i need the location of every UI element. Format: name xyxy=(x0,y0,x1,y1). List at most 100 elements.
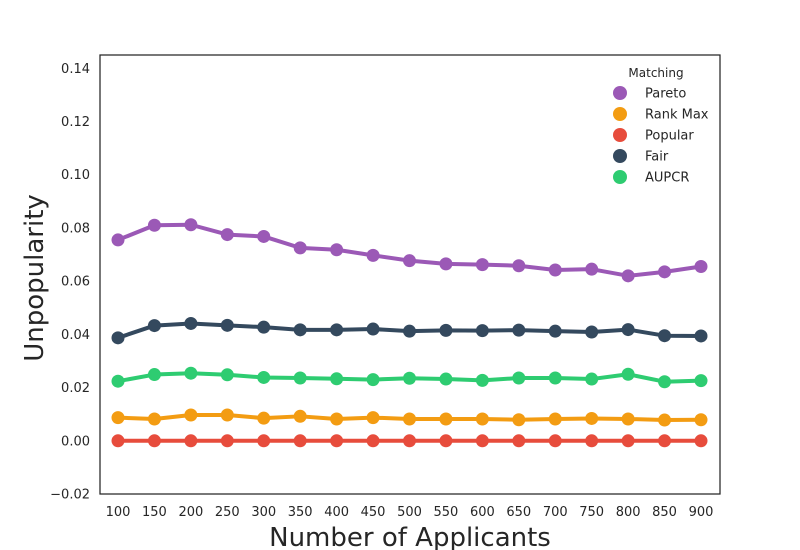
x-axis: 100 150 200 250 300 350 400 450 500 550 600 650 700 7… xyxy=(106,505,714,520)
x-tick-label: 500 xyxy=(397,505,422,520)
data-point xyxy=(621,412,635,426)
data-point xyxy=(658,375,672,389)
data-point xyxy=(512,434,526,448)
data-point xyxy=(330,412,344,426)
plot-frame xyxy=(99,54,721,495)
y-tick-label: 0.14 xyxy=(61,62,90,77)
y-tick-label: 0.02 xyxy=(61,381,90,396)
x-tick-label: 650 xyxy=(506,505,531,520)
series-rank-max xyxy=(111,408,708,427)
data-point xyxy=(658,434,672,448)
y-tick-label: 0.00 xyxy=(61,434,90,449)
data-point xyxy=(293,409,307,423)
data-point xyxy=(439,412,453,426)
data-point xyxy=(184,434,198,448)
x-tick-label: 450 xyxy=(361,505,386,520)
data-point xyxy=(111,233,125,247)
data-point xyxy=(184,366,198,380)
data-point xyxy=(147,218,161,232)
data-point xyxy=(220,368,234,382)
data-point xyxy=(366,411,380,425)
x-axis-label: Number of Applicants xyxy=(269,523,551,550)
data-point xyxy=(366,322,380,336)
data-point xyxy=(694,260,708,274)
data-point xyxy=(548,412,562,426)
data-point xyxy=(293,371,307,385)
data-point xyxy=(475,324,489,338)
data-point xyxy=(257,370,271,384)
data-point xyxy=(548,434,562,448)
y-tick-label: 0.04 xyxy=(61,328,90,343)
legend-label: Rank Max xyxy=(645,108,709,123)
legend-label: Popular xyxy=(645,129,694,144)
data-point xyxy=(257,320,271,334)
x-tick-label: 550 xyxy=(434,505,459,520)
data-point xyxy=(585,411,599,425)
series-fair xyxy=(111,316,708,345)
data-point xyxy=(257,434,271,448)
data-point xyxy=(147,412,161,426)
data-point xyxy=(585,325,599,339)
legend-item: Fair xyxy=(613,149,669,165)
data-point xyxy=(512,371,526,385)
data-point xyxy=(475,258,489,272)
x-tick-label: 200 xyxy=(178,505,203,520)
data-point xyxy=(439,372,453,386)
data-point xyxy=(220,228,234,242)
y-tick-label: −0.02 xyxy=(50,488,90,503)
data-point xyxy=(184,408,198,422)
x-tick-label: 700 xyxy=(543,505,568,520)
data-point xyxy=(366,434,380,448)
x-tick-label: 850 xyxy=(652,505,677,520)
data-point xyxy=(330,372,344,386)
data-point xyxy=(439,257,453,271)
data-point xyxy=(220,318,234,332)
data-point xyxy=(512,259,526,273)
legend-label: AUPCR xyxy=(645,171,689,186)
data-point xyxy=(111,374,125,388)
data-point xyxy=(548,371,562,385)
data-point xyxy=(658,265,672,279)
data-point xyxy=(512,323,526,337)
legend-label: Fair xyxy=(645,150,669,165)
data-point xyxy=(293,434,307,448)
data-point xyxy=(257,229,271,243)
data-point xyxy=(403,254,416,268)
y-axis-label: Unpopularity xyxy=(20,194,50,362)
x-tick-label: 300 xyxy=(251,505,276,520)
data-point xyxy=(330,243,344,257)
data-point xyxy=(147,368,161,382)
legend-marker xyxy=(613,86,627,100)
data-point xyxy=(658,329,672,343)
x-tick-label: 100 xyxy=(106,505,131,520)
x-tick-label: 250 xyxy=(215,505,240,520)
series-layer xyxy=(111,218,708,448)
data-point xyxy=(548,324,562,338)
series-line xyxy=(116,222,703,278)
data-point xyxy=(111,331,125,345)
data-point xyxy=(621,367,635,381)
data-point xyxy=(585,372,599,386)
x-tick-label: 750 xyxy=(579,505,604,520)
data-point xyxy=(147,319,161,333)
legend-marker xyxy=(613,128,627,142)
data-point xyxy=(147,434,161,448)
legend-item: Rank Max xyxy=(613,107,709,123)
data-point xyxy=(184,316,198,330)
data-point xyxy=(585,262,599,276)
data-point xyxy=(403,371,416,385)
x-tick-label: 400 xyxy=(324,505,349,520)
x-tick-label: 350 xyxy=(288,505,313,520)
legend-item: Pareto xyxy=(613,86,686,102)
data-point xyxy=(257,411,271,425)
data-point xyxy=(439,434,453,448)
data-point xyxy=(658,413,672,427)
data-point xyxy=(111,434,125,448)
y-tick-label: 0.06 xyxy=(61,275,90,290)
legend: Matching Pareto Rank Max Popular Fair AUPCR xyxy=(613,66,709,186)
legend-marker xyxy=(613,170,627,184)
y-axis: −0.02 0.00 0.02 0.04 0.06 0.08 0.10 0.12 0.14 xyxy=(50,62,90,503)
legend-title: Matching xyxy=(628,66,683,80)
series-aupcr xyxy=(111,366,708,389)
